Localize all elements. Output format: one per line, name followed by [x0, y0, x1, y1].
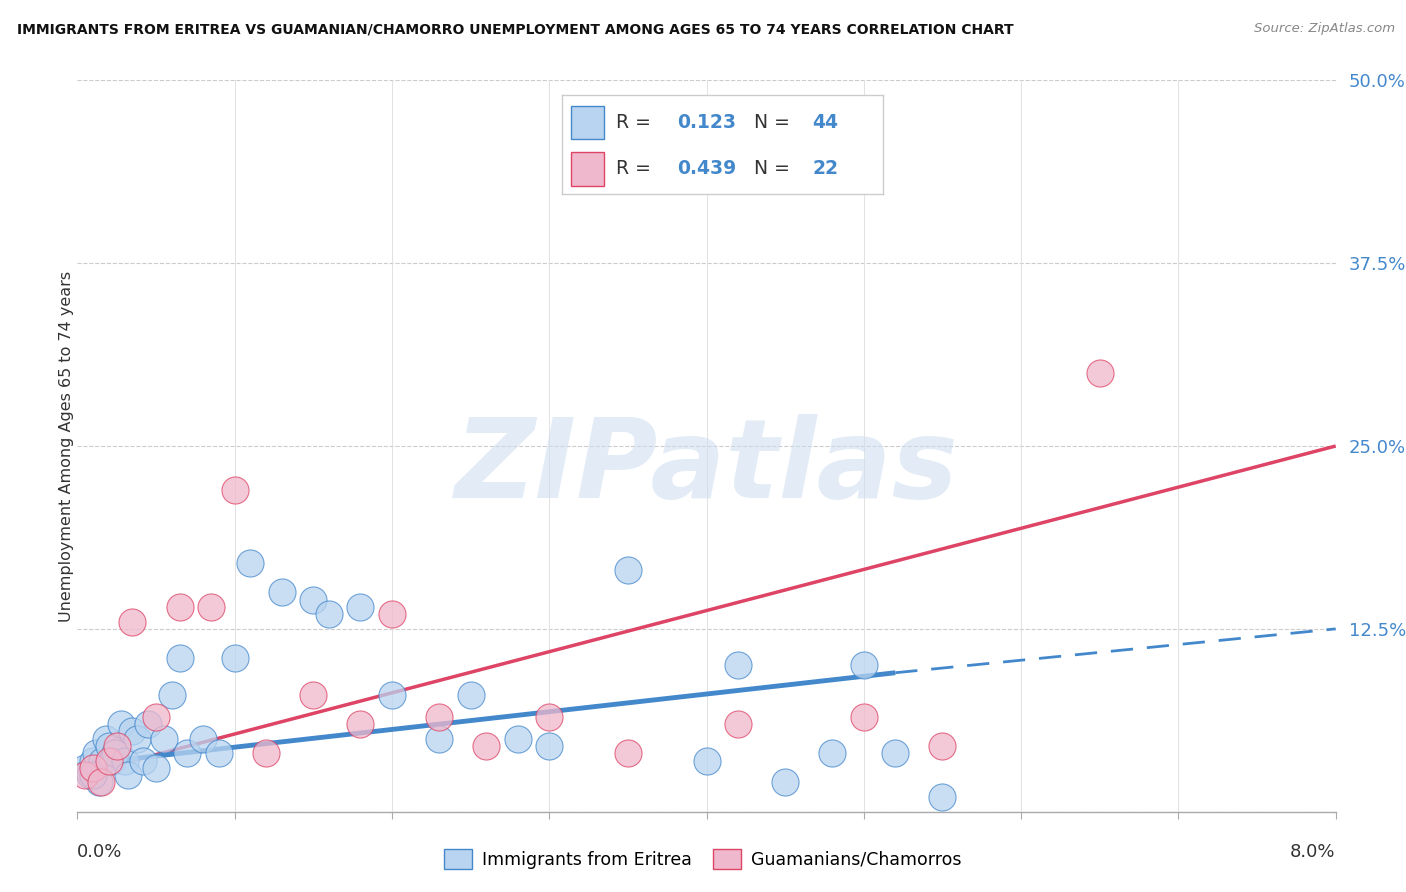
Point	[153, 731, 176, 746]
Point	[852, 709, 875, 723]
Point	[349, 599, 371, 614]
Point	[727, 717, 749, 731]
Point	[318, 607, 340, 622]
Point	[160, 688, 183, 702]
Point	[349, 717, 371, 731]
Point	[254, 746, 277, 760]
Point	[121, 615, 143, 629]
Point	[427, 709, 450, 723]
Point	[381, 607, 404, 622]
Point	[538, 739, 561, 753]
Point	[696, 754, 718, 768]
Point	[117, 768, 139, 782]
Legend: Immigrants from Eritrea, Guamanians/Chamorros: Immigrants from Eritrea, Guamanians/Cham…	[437, 842, 969, 876]
Point	[114, 754, 136, 768]
Point	[931, 739, 953, 753]
Point	[75, 761, 97, 775]
Point	[169, 599, 191, 614]
Point	[200, 599, 222, 614]
Point	[208, 746, 231, 760]
Point	[97, 739, 120, 753]
Point	[169, 651, 191, 665]
Point	[94, 731, 117, 746]
Point	[104, 746, 127, 760]
Point	[427, 731, 450, 746]
Y-axis label: Unemployment Among Ages 65 to 74 years: Unemployment Among Ages 65 to 74 years	[59, 270, 73, 622]
Point	[105, 739, 128, 753]
Point	[460, 688, 482, 702]
Point	[727, 658, 749, 673]
Point	[1088, 366, 1111, 380]
Text: 8.0%: 8.0%	[1291, 843, 1336, 861]
Text: ZIPatlas: ZIPatlas	[454, 415, 959, 522]
Text: IMMIGRANTS FROM ERITREA VS GUAMANIAN/CHAMORRO UNEMPLOYMENT AMONG AGES 65 TO 74 Y: IMMIGRANTS FROM ERITREA VS GUAMANIAN/CHA…	[17, 22, 1014, 37]
Point	[302, 592, 325, 607]
Point	[506, 731, 529, 746]
Point	[224, 483, 246, 497]
Point	[136, 717, 159, 731]
Text: Source: ZipAtlas.com: Source: ZipAtlas.com	[1254, 22, 1395, 36]
Point	[82, 761, 104, 775]
Point	[191, 731, 215, 746]
Point	[101, 754, 124, 768]
Point	[773, 775, 796, 789]
Point	[538, 709, 561, 723]
Point	[617, 746, 640, 760]
Text: 0.0%: 0.0%	[77, 843, 122, 861]
Point	[127, 731, 149, 746]
Point	[132, 754, 155, 768]
Point	[110, 717, 132, 731]
Point	[90, 775, 112, 789]
Point	[617, 563, 640, 577]
Point	[75, 768, 97, 782]
Point	[381, 688, 404, 702]
Point	[97, 754, 120, 768]
Point	[79, 768, 101, 782]
Point	[270, 585, 292, 599]
Point	[145, 761, 167, 775]
Point	[224, 651, 246, 665]
Point	[145, 709, 167, 723]
Point	[84, 746, 107, 760]
Point	[121, 724, 143, 739]
Point	[884, 746, 907, 760]
Point	[91, 754, 114, 768]
Point	[475, 739, 498, 753]
Point	[89, 775, 111, 789]
Point	[302, 688, 325, 702]
Point	[82, 768, 104, 782]
Point	[931, 790, 953, 805]
Point	[821, 746, 844, 760]
Point	[176, 746, 198, 760]
Point	[852, 658, 875, 673]
Point	[82, 754, 104, 768]
Point	[239, 556, 262, 570]
